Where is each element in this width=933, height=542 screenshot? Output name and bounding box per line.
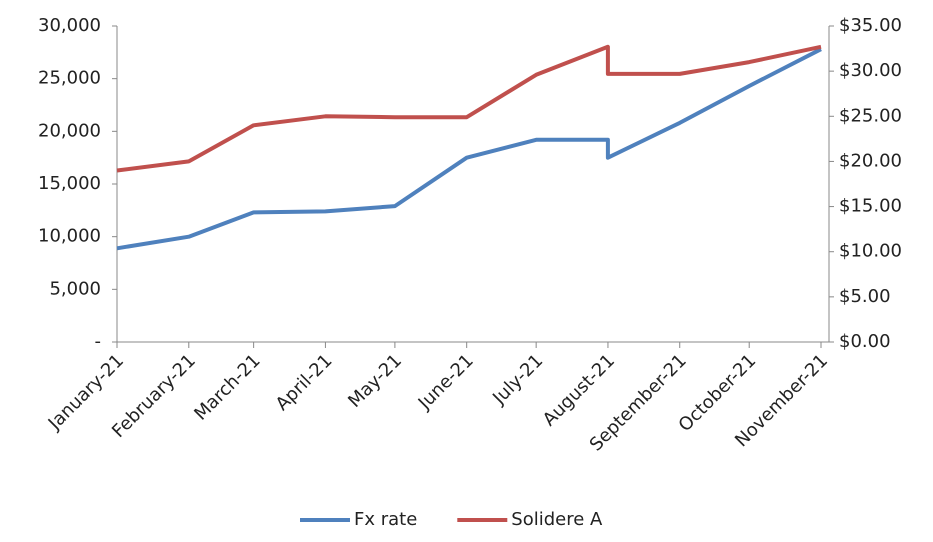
y2-tick-label: $25.00 (839, 105, 902, 126)
y2-tick-label: $15.00 (839, 196, 902, 217)
y-tick-label: 30,000 (38, 15, 101, 36)
x-tick-label: June-21 (414, 350, 478, 414)
y2-tick-label: $5.00 (839, 286, 891, 307)
y2-tick-label: $0.00 (839, 331, 891, 352)
y2-tick-label: $35.00 (839, 15, 902, 36)
x-tick-label: July-21 (488, 350, 547, 409)
y-tick-label: 5,000 (49, 278, 101, 299)
x-tick-label: April-21 (272, 350, 337, 415)
y-tick-label: 20,000 (38, 120, 101, 141)
y2-tick-label: $30.00 (839, 60, 902, 81)
y-tick-label: 25,000 (38, 68, 101, 89)
legend-label: Fx rate (354, 509, 417, 530)
y-tick-label: - (95, 331, 102, 352)
y-tick-label: 10,000 (38, 226, 101, 247)
y2-tick-label: $20.00 (839, 150, 902, 171)
series-line (116, 47, 822, 251)
x-tick-label: May-21 (344, 350, 406, 412)
y-tick-label: 15,000 (38, 173, 101, 194)
legend-label: Solidere A (511, 509, 603, 530)
series-line (116, 44, 822, 173)
y2-tick-label: $10.00 (839, 241, 902, 262)
x-tick-label: March-21 (190, 350, 264, 424)
